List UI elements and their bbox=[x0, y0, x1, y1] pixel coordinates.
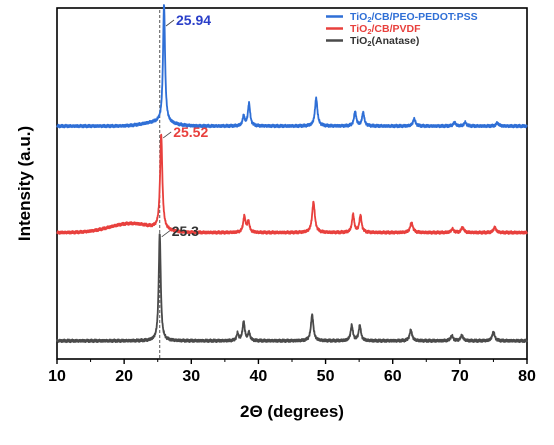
x-tick-label-3: 40 bbox=[250, 368, 268, 385]
y-axis-title: Intensity (a.u.) bbox=[15, 126, 34, 241]
annotation-group: 25.94 25.52 25.3 bbox=[161, 12, 211, 239]
series-line-2 bbox=[56, 233, 528, 344]
x-axis-title: 2Θ (degrees) bbox=[240, 402, 344, 421]
annotation-leader-1 bbox=[162, 131, 172, 139]
x-tick-group: 10 20 30 40 50 60 70 80 bbox=[48, 359, 536, 385]
x-tick-label-7: 80 bbox=[518, 368, 536, 385]
series-group bbox=[56, 4, 528, 344]
annotation-leader-0 bbox=[165, 19, 175, 27]
legend-label-2: TiO2(Anatase) bbox=[350, 35, 419, 48]
x-tick-label-0: 10 bbox=[48, 368, 66, 385]
annotation-leader-2 bbox=[161, 230, 170, 238]
annotation-label-0: 25.94 bbox=[176, 12, 211, 28]
annotation-label-2: 25.3 bbox=[172, 223, 199, 239]
annotation-label-1: 25.52 bbox=[173, 124, 208, 140]
x-tick-label-5: 60 bbox=[384, 368, 402, 385]
series-line-1 bbox=[56, 133, 528, 235]
x-tick-label-6: 70 bbox=[451, 368, 469, 385]
x-tick-label-2: 30 bbox=[182, 368, 200, 385]
series-line-0 bbox=[56, 4, 528, 129]
plot-area bbox=[56, 7, 528, 360]
legend: TiO2/CB/PEO-PEDOT:PSSTiO2/CB/PVDFTiO2(An… bbox=[326, 11, 478, 48]
plot-frame bbox=[56, 7, 528, 360]
legend-label-0: TiO2/CB/PEO-PEDOT:PSS bbox=[350, 11, 478, 24]
x-tick-label-4: 50 bbox=[317, 368, 335, 385]
legend-label-1: TiO2/CB/PVDF bbox=[350, 23, 421, 36]
x-tick-label-1: 20 bbox=[115, 368, 133, 385]
